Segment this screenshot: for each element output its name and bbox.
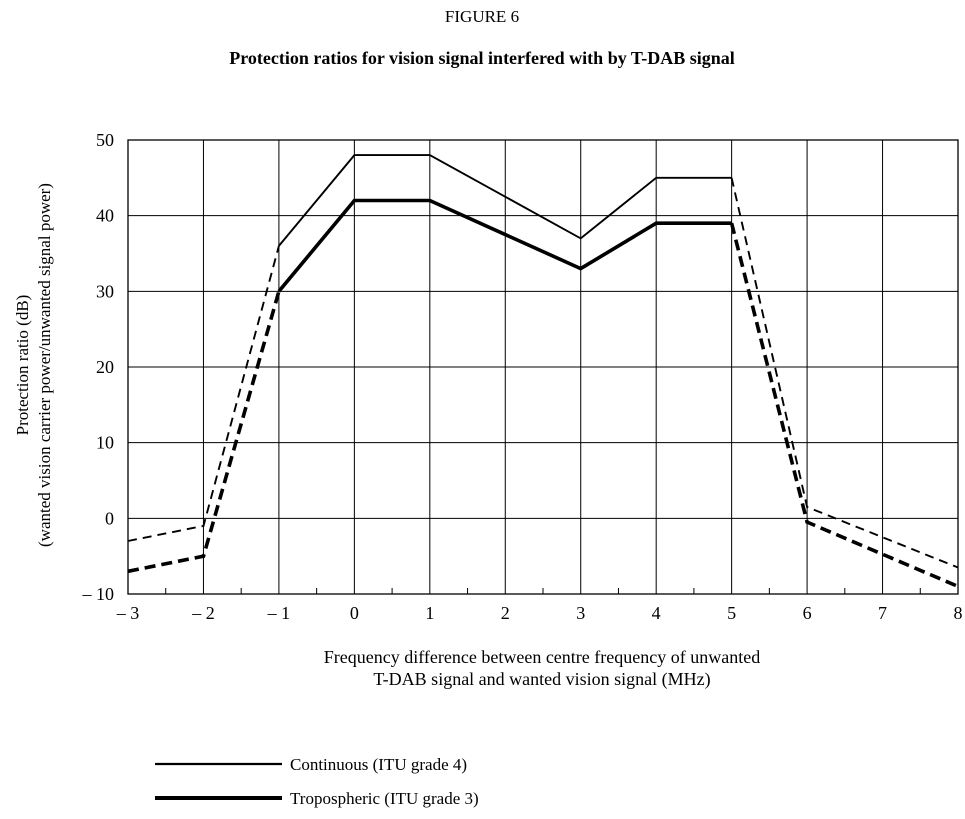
- legend-label-tropospheric: Tropospheric (ITU grade 3): [290, 789, 479, 808]
- legend-label-continuous: Continuous (ITU grade 4): [290, 755, 467, 774]
- chart-title: Protection ratios for vision signal inte…: [229, 48, 735, 68]
- x-tick-label: 2: [501, 603, 510, 623]
- y-tick-labels: – 10 0 10 20 30 40 50: [82, 130, 115, 604]
- x-tick-label: 4: [652, 603, 661, 623]
- x-tick-label: 3: [576, 603, 585, 623]
- series-tropospheric-dashed-segment-1: [729, 222, 959, 589]
- x-tick-labels: – 3 – 2 – 1 0 1 2 3 4 5 6 7 8: [116, 603, 963, 623]
- x-tick-label: – 2: [191, 603, 215, 623]
- y-tick-label: – 10: [82, 584, 115, 604]
- figure-label: FIGURE 6: [445, 7, 519, 26]
- x-axis-label-line-1: Frequency difference between centre freq…: [324, 647, 760, 667]
- y-axis-label-line-2: (wanted vision carrier power/unwanted si…: [35, 183, 54, 547]
- x-tick-label: 0: [350, 603, 359, 623]
- series-continuous-solid-line: [278, 154, 732, 247]
- series-tropospheric-solid-line: [277, 198, 732, 293]
- plot-frame: [127, 139, 959, 595]
- x-tick-label: 1: [425, 603, 434, 623]
- series-tropospheric-dashed-segment-0: [127, 290, 281, 574]
- y-tick-label: 50: [96, 130, 114, 150]
- y-tick-label: 30: [96, 281, 114, 301]
- grid: [127, 139, 959, 595]
- y-tick-label: 0: [105, 508, 114, 528]
- x-axis-label-line-2: T-DAB signal and wanted vision signal (M…: [373, 669, 710, 690]
- series-layer: [127, 154, 959, 589]
- series-continuous-dashed-segment-1: [730, 177, 959, 569]
- y-tick-label: 10: [96, 433, 114, 453]
- x-tick-label: – 1: [267, 603, 291, 623]
- x-tick-label: 6: [803, 603, 812, 623]
- series-continuous-dashed-segment-0: [127, 245, 280, 542]
- x-tick-label: 5: [727, 603, 736, 623]
- y-axis-label-line-1: Protection ratio (dB): [13, 295, 32, 436]
- x-tick-label: 8: [954, 603, 963, 623]
- legend: Continuous (ITU grade 4) Tropospheric (I…: [155, 755, 479, 808]
- y-tick-label: 40: [96, 206, 114, 226]
- x-tick-label: – 3: [116, 603, 140, 623]
- x-tick-label: 7: [878, 603, 887, 623]
- y-tick-label: 20: [96, 357, 114, 377]
